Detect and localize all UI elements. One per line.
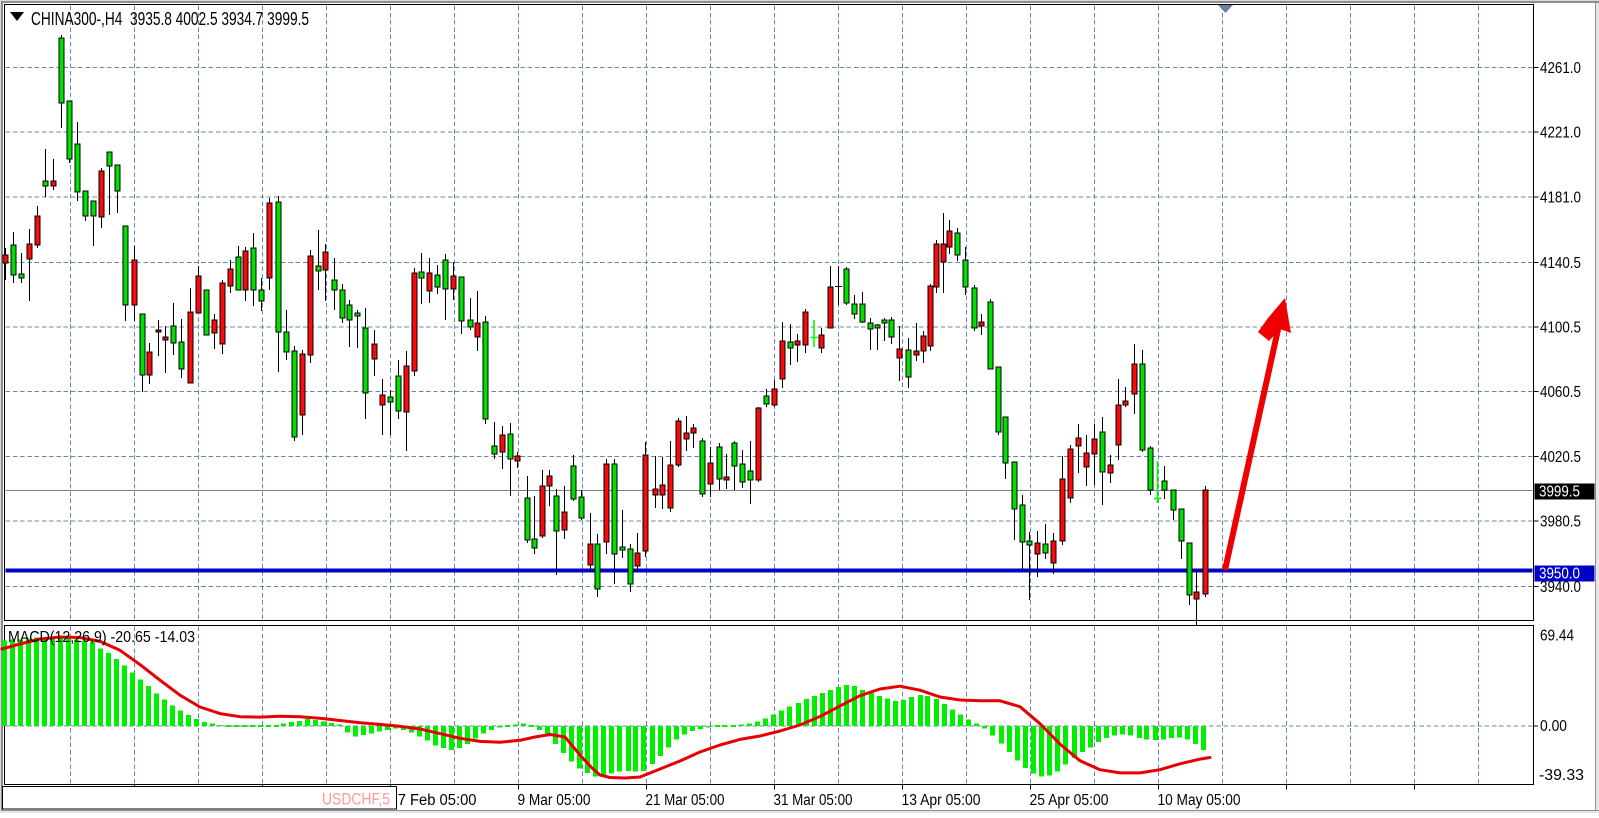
svg-text:0.00: 0.00 <box>1540 718 1567 735</box>
svg-text:10 May 05:00: 10 May 05:00 <box>1158 792 1241 809</box>
svg-text:17 Feb 05:00: 17 Feb 05:00 <box>390 792 477 809</box>
svg-text:4261.0: 4261.0 <box>1540 60 1581 77</box>
svg-text:13 Apr 05:00: 13 Apr 05:00 <box>902 792 981 809</box>
svg-text:9 Mar 05:00: 9 Mar 05:00 <box>518 792 591 809</box>
svg-text:4020.5: 4020.5 <box>1540 449 1581 466</box>
svg-text:3999.5: 3999.5 <box>1539 484 1580 501</box>
svg-text:4060.5: 4060.5 <box>1540 384 1581 401</box>
svg-text:4181.0: 4181.0 <box>1540 189 1581 206</box>
svg-text:4100.5: 4100.5 <box>1540 320 1581 337</box>
svg-text:31 Mar 05:00: 31 Mar 05:00 <box>774 792 853 809</box>
svg-text:3980.5: 3980.5 <box>1540 514 1581 531</box>
svg-text:25 Apr 05:00: 25 Apr 05:00 <box>1030 792 1109 809</box>
svg-text:69.44: 69.44 <box>1540 628 1574 645</box>
svg-text:3940.0: 3940.0 <box>1540 579 1581 596</box>
svg-text:21 Mar 05:00: 21 Mar 05:00 <box>646 792 725 809</box>
svg-text:USDCHF,5: USDCHF,5 <box>322 791 390 809</box>
svg-text:MACD(12,26,9) -20.65 -14.03: MACD(12,26,9) -20.65 -14.03 <box>8 629 195 646</box>
svg-text:4140.5: 4140.5 <box>1540 255 1581 272</box>
svg-text:CHINA300-,H4 3935.8 4002.5 39: CHINA300-,H4 3935.8 4002.5 3934.7 3999.5 <box>31 8 309 29</box>
svg-text:-39.33: -39.33 <box>1539 767 1584 784</box>
svg-text:3950.0: 3950.0 <box>1539 566 1580 583</box>
svg-text:4221.0: 4221.0 <box>1540 125 1581 142</box>
